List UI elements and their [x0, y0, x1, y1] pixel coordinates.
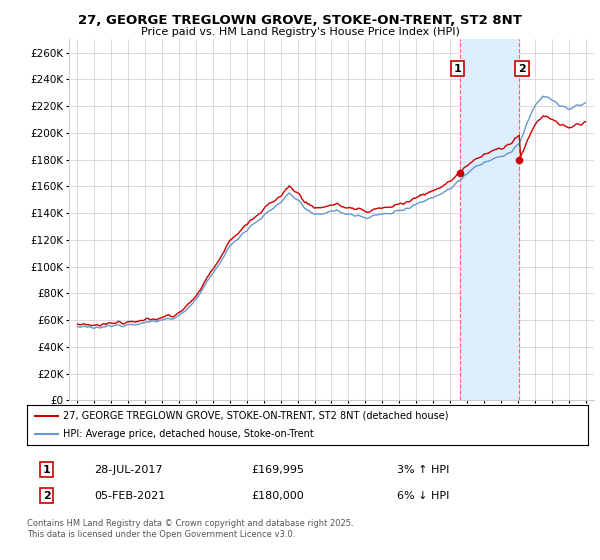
Text: 1: 1	[454, 64, 461, 73]
Text: 6% ↓ HPI: 6% ↓ HPI	[397, 491, 449, 501]
Text: 2: 2	[518, 64, 526, 73]
Point	[515, 155, 524, 164]
Point	[455, 169, 464, 178]
Text: 27, GEORGE TREGLOWN GROVE, STOKE-ON-TRENT, ST2 8NT (detached house): 27, GEORGE TREGLOWN GROVE, STOKE-ON-TREN…	[64, 411, 449, 421]
Text: 05-FEB-2021: 05-FEB-2021	[94, 491, 166, 501]
Text: 28-JUL-2017: 28-JUL-2017	[94, 465, 163, 475]
Text: 3% ↑ HPI: 3% ↑ HPI	[397, 465, 449, 475]
Text: £180,000: £180,000	[251, 491, 304, 501]
Bar	[460, 39, 520, 400]
Text: £169,995: £169,995	[251, 465, 304, 475]
Text: 1: 1	[43, 465, 50, 475]
Text: Price paid vs. HM Land Registry's House Price Index (HPI): Price paid vs. HM Land Registry's House …	[140, 27, 460, 37]
Text: 2: 2	[43, 491, 50, 501]
Text: HPI: Average price, detached house, Stoke-on-Trent: HPI: Average price, detached house, Stok…	[64, 430, 314, 439]
Text: 27, GEORGE TREGLOWN GROVE, STOKE-ON-TRENT, ST2 8NT: 27, GEORGE TREGLOWN GROVE, STOKE-ON-TREN…	[78, 14, 522, 27]
Text: Contains HM Land Registry data © Crown copyright and database right 2025.
This d: Contains HM Land Registry data © Crown c…	[27, 519, 353, 539]
